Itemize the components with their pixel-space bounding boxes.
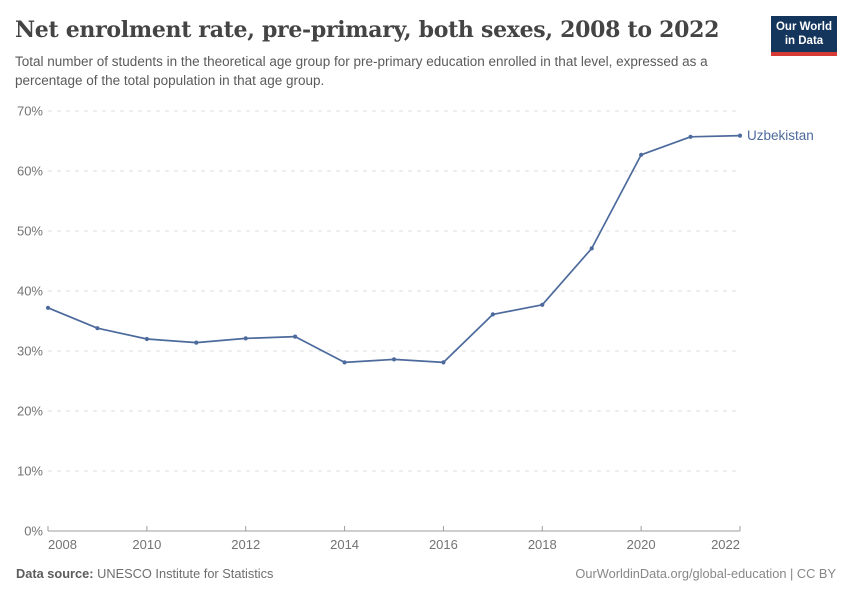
y-tick-label: 20%: [17, 404, 43, 419]
y-tick-label: 50%: [17, 224, 43, 239]
x-tick-label: 2010: [132, 537, 161, 552]
series-end-label[interactable]: Uzbekistan: [747, 128, 814, 143]
data-point[interactable]: [144, 336, 149, 342]
y-tick-label: 0%: [24, 524, 43, 539]
logo-line1: Our World: [775, 21, 832, 33]
y-tick-label: 70%: [17, 104, 43, 119]
y-tick-label: 30%: [17, 344, 43, 359]
chart-subtitle: Total number of students in the theoreti…: [15, 54, 708, 88]
x-tick-label: 2020: [627, 537, 656, 552]
license-credit[interactable]: OurWorldinData.org/global-education | CC…: [575, 566, 836, 581]
x-tick-label: 2012: [231, 537, 260, 552]
x-tick-label: 2016: [429, 537, 458, 552]
x-tick-label: 2014: [330, 537, 359, 552]
data-point[interactable]: [194, 340, 199, 345]
data-point[interactable]: [45, 305, 51, 310]
x-tick-label: 2008: [48, 537, 77, 552]
x-tick-label: 2018: [528, 537, 557, 552]
y-tick-label: 60%: [17, 164, 43, 179]
data-point[interactable]: [490, 312, 495, 317]
data-point[interactable]: [737, 133, 743, 138]
logo-line2: in Data: [784, 35, 824, 48]
owid-logo[interactable]: Our World in Data: [771, 16, 837, 56]
y-tick-label: 40%: [17, 284, 43, 299]
page-title: Net enrolment rate, pre-primary, both se…: [15, 17, 720, 43]
data-point[interactable]: [342, 360, 347, 365]
data-point[interactable]: [441, 360, 446, 365]
data-point[interactable]: [639, 152, 644, 157]
data-point[interactable]: [243, 336, 248, 341]
data-point[interactable]: [391, 357, 397, 362]
x-tick-label: 2022: [711, 537, 740, 552]
y-tick-label: 10%: [17, 464, 43, 479]
data-point[interactable]: [540, 302, 545, 307]
data-point[interactable]: [688, 134, 693, 139]
data-line-uzbekistan[interactable]: [47, 134, 741, 364]
chart-footer: Data source: UNESCO Institute for Statis…: [16, 566, 836, 581]
data-point[interactable]: [589, 246, 594, 251]
data-source-label: Data source:: [16, 566, 94, 581]
data-point[interactable]: [293, 334, 298, 339]
data-source-value: UNESCO Institute for Statistics: [93, 566, 274, 581]
data-point[interactable]: [95, 326, 100, 331]
data-source: Data source: UNESCO Institute for Statis…: [16, 566, 273, 581]
